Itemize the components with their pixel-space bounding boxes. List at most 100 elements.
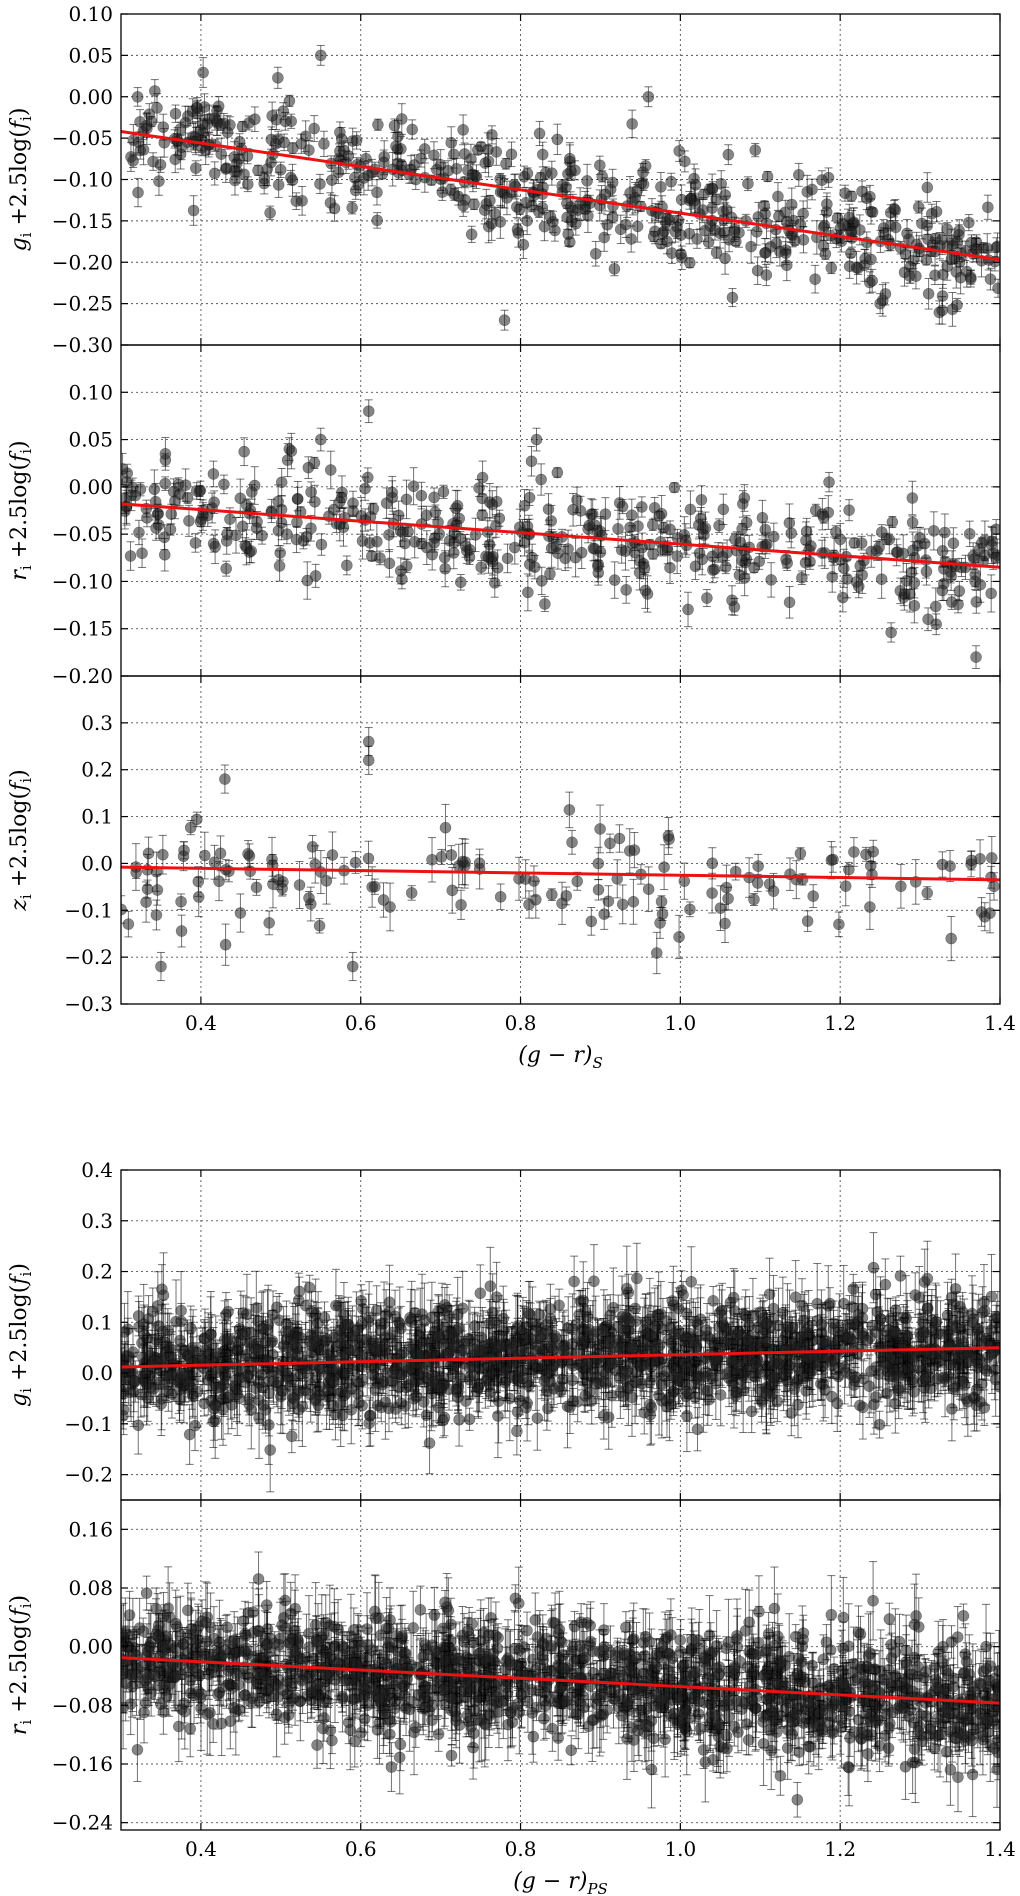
data-point (263, 917, 275, 929)
data-point (592, 883, 605, 896)
data-point (927, 525, 940, 537)
data-point (572, 204, 584, 216)
data-point (141, 864, 154, 876)
data-point (889, 204, 902, 216)
data-point (508, 541, 521, 554)
data-point (272, 72, 284, 84)
data-point (765, 574, 777, 586)
data-point (612, 523, 624, 535)
fit-line (121, 130, 1000, 262)
data-point (192, 891, 205, 903)
data-point (589, 542, 601, 555)
y-tick-label: −0.20 (52, 664, 113, 688)
data-points (121, 727, 1000, 982)
data-point (921, 181, 934, 194)
data-point (745, 240, 757, 253)
data-point (936, 858, 949, 871)
data-point (751, 264, 764, 277)
data-point (631, 220, 644, 233)
data-point (767, 885, 780, 897)
data-point (589, 247, 602, 260)
data-point (594, 525, 607, 538)
data-point (157, 848, 169, 861)
y-axis-label: gi +2.5log(fi) (7, 108, 35, 252)
data-point (349, 184, 362, 197)
data-point (155, 960, 167, 973)
data-point (623, 845, 636, 857)
data-point (801, 915, 814, 927)
data-point (488, 577, 501, 589)
data-point (985, 587, 997, 600)
data-point (914, 531, 926, 544)
data-point (349, 856, 362, 869)
data-point (598, 231, 610, 244)
data-point (763, 1288, 776, 1301)
data-point (834, 222, 847, 234)
data-point (663, 833, 675, 846)
x-tick-label: 1.0 (664, 1011, 696, 1035)
data-point (695, 494, 708, 506)
data-point (722, 892, 734, 905)
data-point (783, 596, 796, 609)
data-point (794, 847, 807, 860)
data-point (183, 515, 195, 527)
data-point (484, 194, 496, 207)
data-point (620, 218, 632, 231)
data-point (641, 588, 654, 600)
data-point (965, 273, 977, 285)
data-point (189, 162, 202, 174)
data-point (390, 140, 402, 153)
data-point (886, 516, 899, 528)
y-tick-label: 0.2 (81, 758, 113, 782)
data-point (906, 492, 919, 504)
data-point (437, 486, 450, 498)
data-point (241, 178, 254, 191)
data-point (346, 960, 359, 973)
data-point (562, 228, 575, 240)
data-point (359, 482, 371, 495)
data-point (920, 254, 933, 266)
data-point (219, 938, 232, 951)
data-point (864, 901, 876, 913)
data-point (308, 122, 320, 135)
data-point (613, 832, 626, 845)
data-point (485, 217, 498, 230)
data-point (482, 551, 495, 564)
data-point (664, 523, 676, 536)
data-point (616, 500, 629, 513)
data-point (990, 241, 1000, 254)
data-point (142, 847, 155, 860)
data-point (823, 476, 835, 488)
data-point (242, 848, 254, 860)
data-point (945, 596, 958, 608)
data-point (535, 473, 547, 486)
data-point (158, 548, 171, 561)
data-point (208, 496, 220, 509)
data-point (624, 187, 636, 199)
data-point (546, 888, 558, 901)
data-point (218, 478, 230, 491)
data-point (133, 526, 145, 539)
data-point (451, 499, 464, 512)
data-point (296, 195, 308, 207)
data-point (396, 526, 409, 538)
y-tick-label: 0.10 (68, 2, 113, 26)
data-point (505, 148, 518, 161)
data-point (258, 172, 271, 185)
data-point (428, 149, 440, 162)
data-point (706, 183, 719, 195)
data-point (665, 175, 677, 188)
data-point (400, 493, 413, 506)
data-point (392, 130, 404, 143)
fit-line (121, 865, 1000, 882)
data-point (785, 527, 798, 539)
data-point (596, 170, 608, 183)
data-point (536, 148, 549, 161)
data-point (691, 233, 703, 245)
data-point (722, 148, 735, 161)
data-point (895, 880, 907, 893)
data-point (706, 887, 718, 899)
data-point (783, 517, 796, 529)
data-point (684, 256, 696, 269)
data-point (420, 541, 433, 554)
